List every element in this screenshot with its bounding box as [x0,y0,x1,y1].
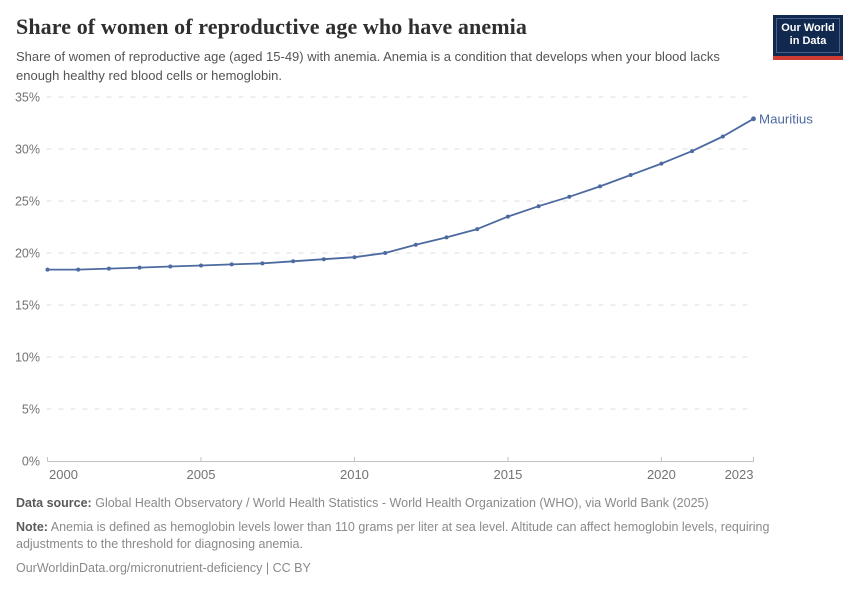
note-text: Anemia is defined as hemoglobin levels l… [16,519,770,552]
data-point [628,173,633,177]
data-point [291,259,296,264]
owid-logo-stripe [773,56,843,61]
y-tick-label: 0% [22,455,40,469]
data-source-label: Data source: [16,496,92,510]
x-tick-label: 2015 [493,467,522,482]
note-line: Note: Anemia is defined as hemoglobin le… [16,519,834,554]
y-tick-label: 30% [15,143,40,157]
data-point [168,264,173,269]
x-tick-label: 2023 [725,467,754,482]
data-point [720,134,725,139]
data-point [229,262,234,267]
chart-subtitle: Share of women of reproductive age (aged… [16,49,720,83]
data-point [321,257,326,262]
data-source-line: Data source: Global Health Observatory /… [16,495,834,513]
owid-logo-line2: in Data [789,35,827,48]
data-point [413,242,418,247]
chart-footer: Data source: Global Health Observatory /… [0,486,850,577]
line-chart: 0% 5% 10% 15% 20% 25% 30% 35% 2000 2005 2010 2015 20… [15,91,813,483]
data-point [352,255,357,260]
chart-area: 0% 5% 10% 15% 20% 25% 30% 35% 2000 2005 2010 2015 20… [0,76,850,486]
data-point [76,267,81,272]
y-tick-label: 15% [15,299,40,313]
y-tick-label: 10% [15,351,40,365]
y-tick-label: 5% [22,403,40,417]
data-point [475,227,480,232]
y-tick-label: 35% [15,91,40,105]
chart-header: Share of women of reproductive age who h… [0,0,850,83]
data-source-text: Global Health Observatory / World Health… [95,496,709,510]
owid-logo-text: Our World in Data [776,18,840,54]
data-point [106,266,111,271]
data-point [260,261,265,266]
x-tick-label: 2020 [647,467,676,482]
x-tick-label: 2000 [49,467,78,482]
note-label: Note: [16,519,48,534]
data-point [137,265,142,270]
data-point [505,214,510,219]
y-tick-label: 25% [15,195,40,209]
chart-title: Share of women of reproductive age who h… [16,14,527,39]
license-line: OurWorldinData.org/micronutrient-deficie… [16,560,311,575]
y-tick-label: 20% [15,247,40,261]
data-point [199,263,203,268]
owid-logo: Our World in Data [773,15,843,61]
data-point [659,161,664,166]
owid-logo-line1: Our World [781,22,835,34]
data-point [45,267,50,272]
x-tick-label: 2005 [187,467,216,482]
data-point [598,184,602,189]
data-point [383,251,388,255]
data-point [444,235,449,240]
data-point [690,149,695,154]
data-point [751,116,756,122]
series-end-label: Mauritius [759,111,813,126]
x-tick-label: 2010 [340,467,369,482]
data-point [536,204,541,209]
series-line-mauritius [46,117,755,271]
data-point [567,194,572,199]
